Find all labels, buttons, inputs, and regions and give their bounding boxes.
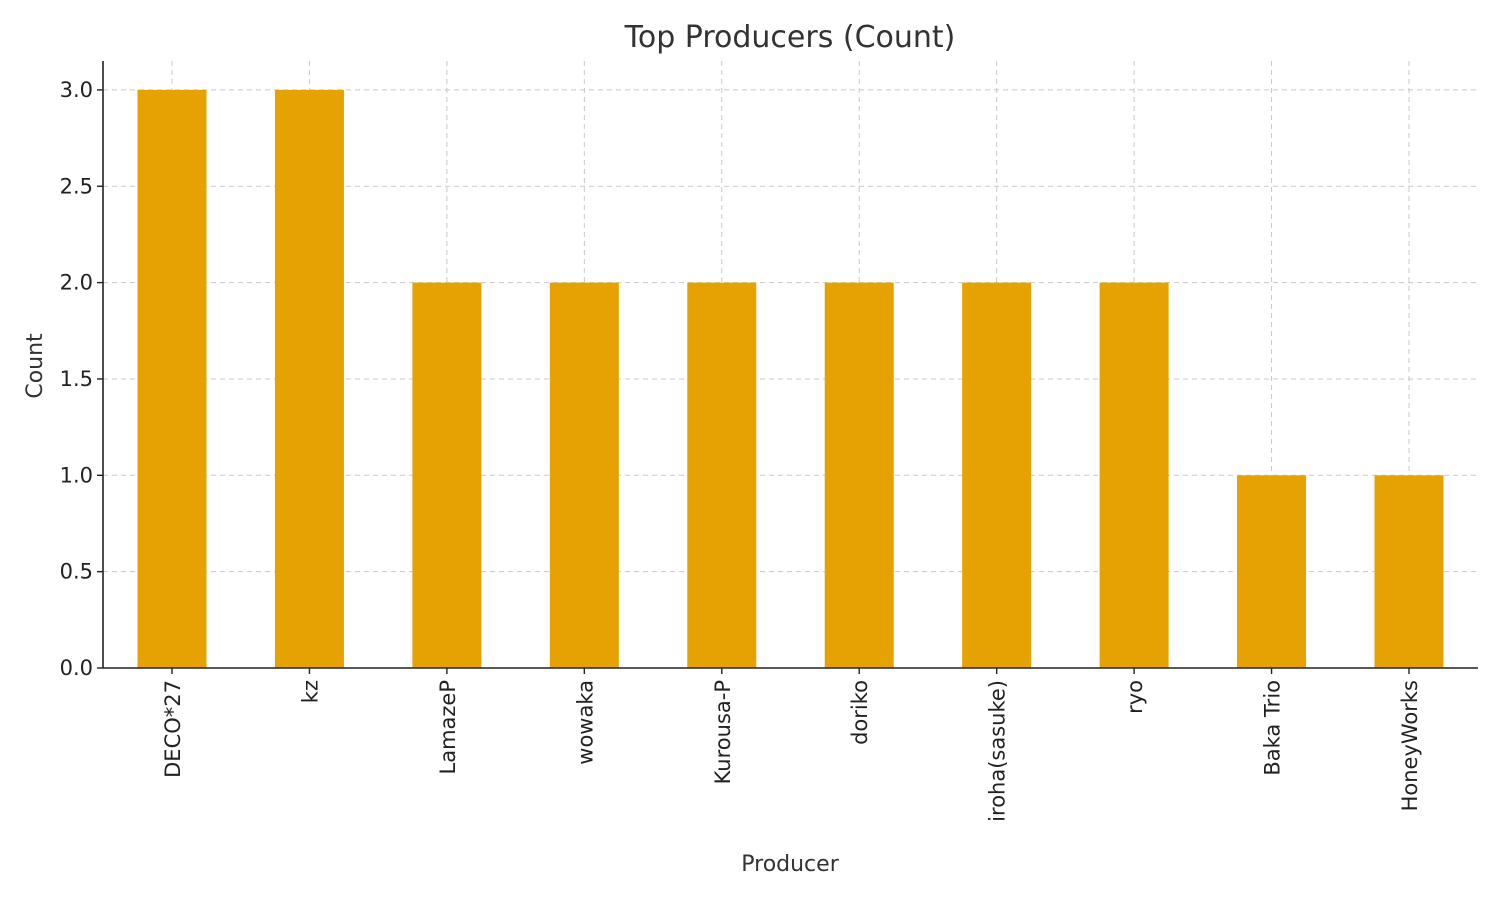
axes [102, 61, 1478, 669]
bar [1099, 282, 1169, 668]
x-tick-label: HoneyWorks [1398, 680, 1422, 811]
bar [824, 282, 894, 668]
x-tick-label: Baka Trio [1261, 680, 1285, 776]
x-tick-label: ryo [1123, 680, 1147, 714]
bar [549, 282, 619, 668]
y-tick-label: 2.0 [60, 271, 93, 295]
y-tick-label: 1.5 [60, 367, 93, 391]
bar [412, 282, 482, 668]
bar [1374, 475, 1444, 668]
y-ticks: 0.0 0.5 1.0 1.5 2.0 2.5 3.0 [60, 78, 103, 680]
chart-title: Top Producers (Count) [624, 20, 956, 55]
y-tick-label: 0.0 [60, 656, 93, 680]
x-tick-label: LamazeP [436, 680, 460, 775]
y-tick-label: 3.0 [60, 78, 93, 102]
x-tick-label: iroha(sasuke) [986, 680, 1010, 822]
bar [137, 89, 207, 668]
x-axis-label: Producer [741, 852, 839, 877]
x-tick-label: doriko [848, 680, 872, 745]
bars [137, 89, 1444, 668]
bar [687, 282, 757, 668]
x-tick-label: kz [298, 680, 322, 703]
y-tick-label: 2.5 [60, 174, 93, 198]
y-tick-label: 1.0 [60, 463, 93, 487]
bar [1237, 475, 1307, 668]
x-tick-label: wowaka [573, 680, 597, 765]
y-tick-label: 0.5 [60, 560, 93, 584]
x-tick-label: Kurousa-P [711, 680, 735, 784]
x-ticks: DECO*27 kz LamazeP wowaka Kurousa-P doriko iro… [161, 668, 1422, 822]
bar [962, 282, 1032, 668]
x-tick-label: DECO*27 [161, 680, 185, 778]
y-axis-label: Count [23, 333, 48, 399]
bar [274, 89, 344, 668]
